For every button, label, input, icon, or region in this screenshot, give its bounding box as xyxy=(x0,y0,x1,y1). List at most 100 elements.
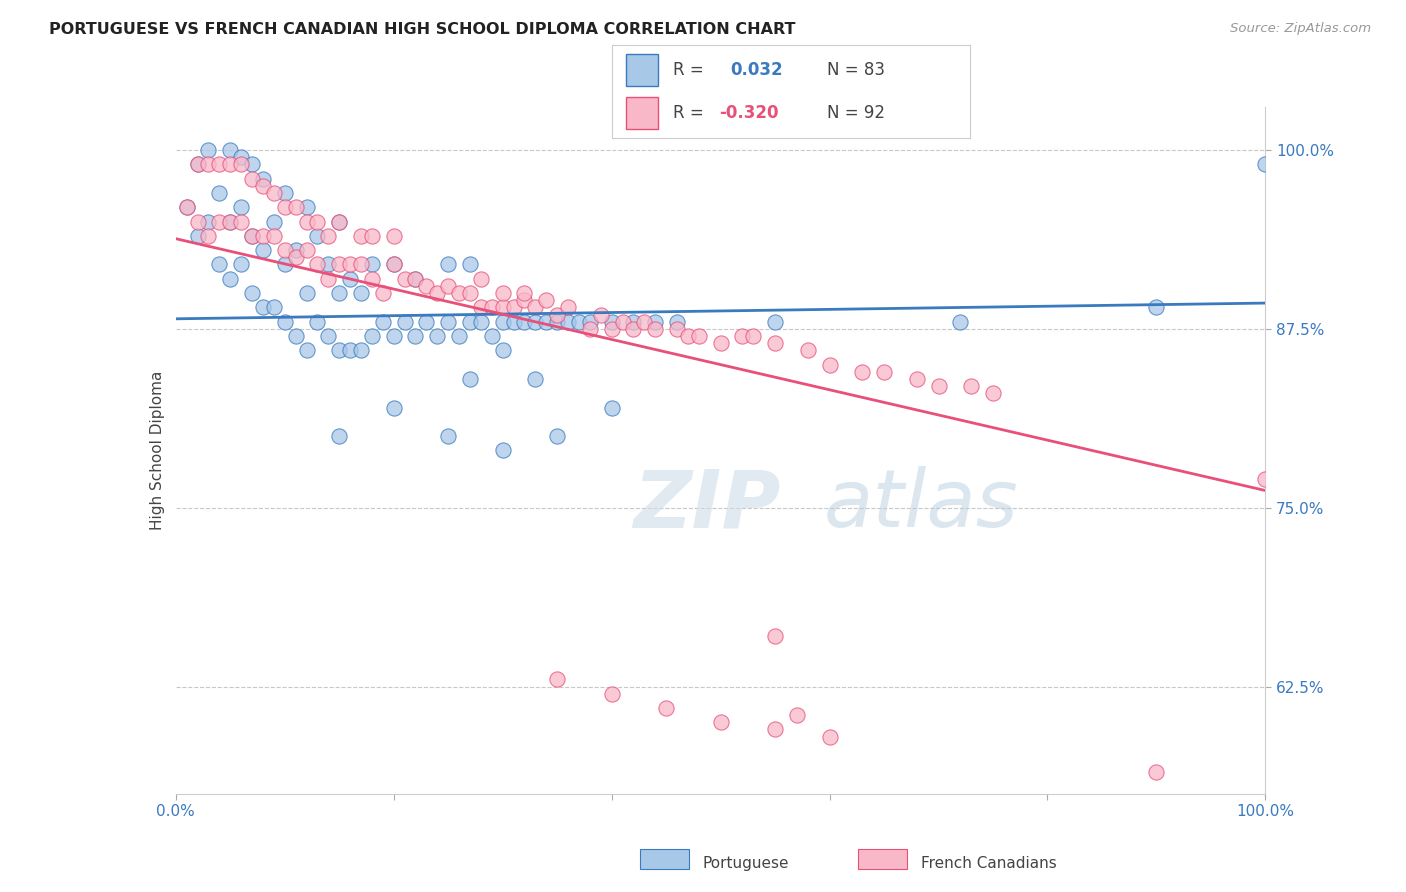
Point xyxy=(295,214,318,228)
Point xyxy=(360,272,382,286)
Point xyxy=(513,293,536,308)
Point xyxy=(405,272,427,286)
Point xyxy=(600,687,623,701)
Point xyxy=(328,214,350,228)
Text: R =: R = xyxy=(672,104,703,122)
Point xyxy=(676,329,699,343)
Point xyxy=(219,214,242,228)
Point xyxy=(307,315,329,329)
Point xyxy=(252,171,274,186)
Point xyxy=(437,279,460,293)
Point xyxy=(1254,472,1277,486)
Point xyxy=(307,228,329,243)
Point xyxy=(666,315,689,329)
Point xyxy=(470,301,492,315)
Point xyxy=(621,322,644,336)
Point xyxy=(231,214,253,228)
Text: R =: R = xyxy=(672,61,703,78)
Point xyxy=(579,322,602,336)
Point xyxy=(470,272,492,286)
Point xyxy=(274,243,297,257)
Point xyxy=(524,315,547,329)
Point xyxy=(231,150,253,164)
Point xyxy=(284,243,307,257)
Point xyxy=(405,329,427,343)
Point xyxy=(786,708,808,723)
Point xyxy=(252,243,274,257)
Point xyxy=(600,315,623,329)
Point xyxy=(295,286,318,301)
Point xyxy=(328,286,350,301)
Point xyxy=(960,379,983,393)
Point xyxy=(176,200,198,214)
Point xyxy=(458,372,481,386)
Point xyxy=(600,322,623,336)
Point xyxy=(197,143,219,157)
Point xyxy=(546,308,568,322)
Point xyxy=(633,315,655,329)
Point xyxy=(328,257,350,271)
Point xyxy=(252,228,274,243)
Text: ZIP: ZIP xyxy=(633,467,780,544)
Point xyxy=(360,329,382,343)
Point xyxy=(612,315,634,329)
Point xyxy=(295,200,318,214)
Point xyxy=(350,286,373,301)
Point xyxy=(240,157,263,171)
Point xyxy=(437,257,460,271)
Point xyxy=(415,315,437,329)
Text: Source: ZipAtlas.com: Source: ZipAtlas.com xyxy=(1230,22,1371,36)
Point xyxy=(447,286,470,301)
Point xyxy=(1144,301,1167,315)
Text: -0.320: -0.320 xyxy=(720,104,779,122)
Text: Portuguese: Portuguese xyxy=(703,856,790,871)
Point xyxy=(197,214,219,228)
Point xyxy=(492,286,515,301)
Point xyxy=(1254,157,1277,171)
Point xyxy=(666,322,689,336)
Point xyxy=(731,329,754,343)
Point xyxy=(447,329,470,343)
Point xyxy=(437,429,460,443)
Point xyxy=(240,228,263,243)
Point xyxy=(295,343,318,358)
Point xyxy=(360,257,382,271)
Point xyxy=(818,358,841,372)
Point xyxy=(382,329,405,343)
Point xyxy=(534,315,557,329)
Point xyxy=(873,365,896,379)
Point xyxy=(710,715,733,730)
Point xyxy=(197,228,219,243)
Point xyxy=(231,200,253,214)
Point xyxy=(949,315,972,329)
Point xyxy=(208,157,231,171)
Point xyxy=(492,443,515,458)
Point xyxy=(502,315,524,329)
Point xyxy=(208,186,231,200)
Y-axis label: High School Diploma: High School Diploma xyxy=(149,371,165,530)
Point xyxy=(328,343,350,358)
Point xyxy=(219,214,242,228)
Point xyxy=(318,329,340,343)
Point xyxy=(557,315,579,329)
Point xyxy=(350,343,373,358)
Point xyxy=(186,157,209,171)
Point xyxy=(579,315,602,329)
Point xyxy=(252,301,274,315)
Point xyxy=(339,272,361,286)
Point xyxy=(502,301,524,315)
Point xyxy=(688,329,710,343)
FancyBboxPatch shape xyxy=(626,54,658,86)
Point xyxy=(546,315,568,329)
Point xyxy=(274,200,297,214)
Point xyxy=(524,301,547,315)
Point xyxy=(458,257,481,271)
Point xyxy=(240,286,263,301)
Point xyxy=(318,272,340,286)
Point xyxy=(818,730,841,744)
Point xyxy=(240,228,263,243)
Point xyxy=(197,157,219,171)
Point xyxy=(274,315,297,329)
Point xyxy=(405,272,427,286)
Point xyxy=(492,343,515,358)
